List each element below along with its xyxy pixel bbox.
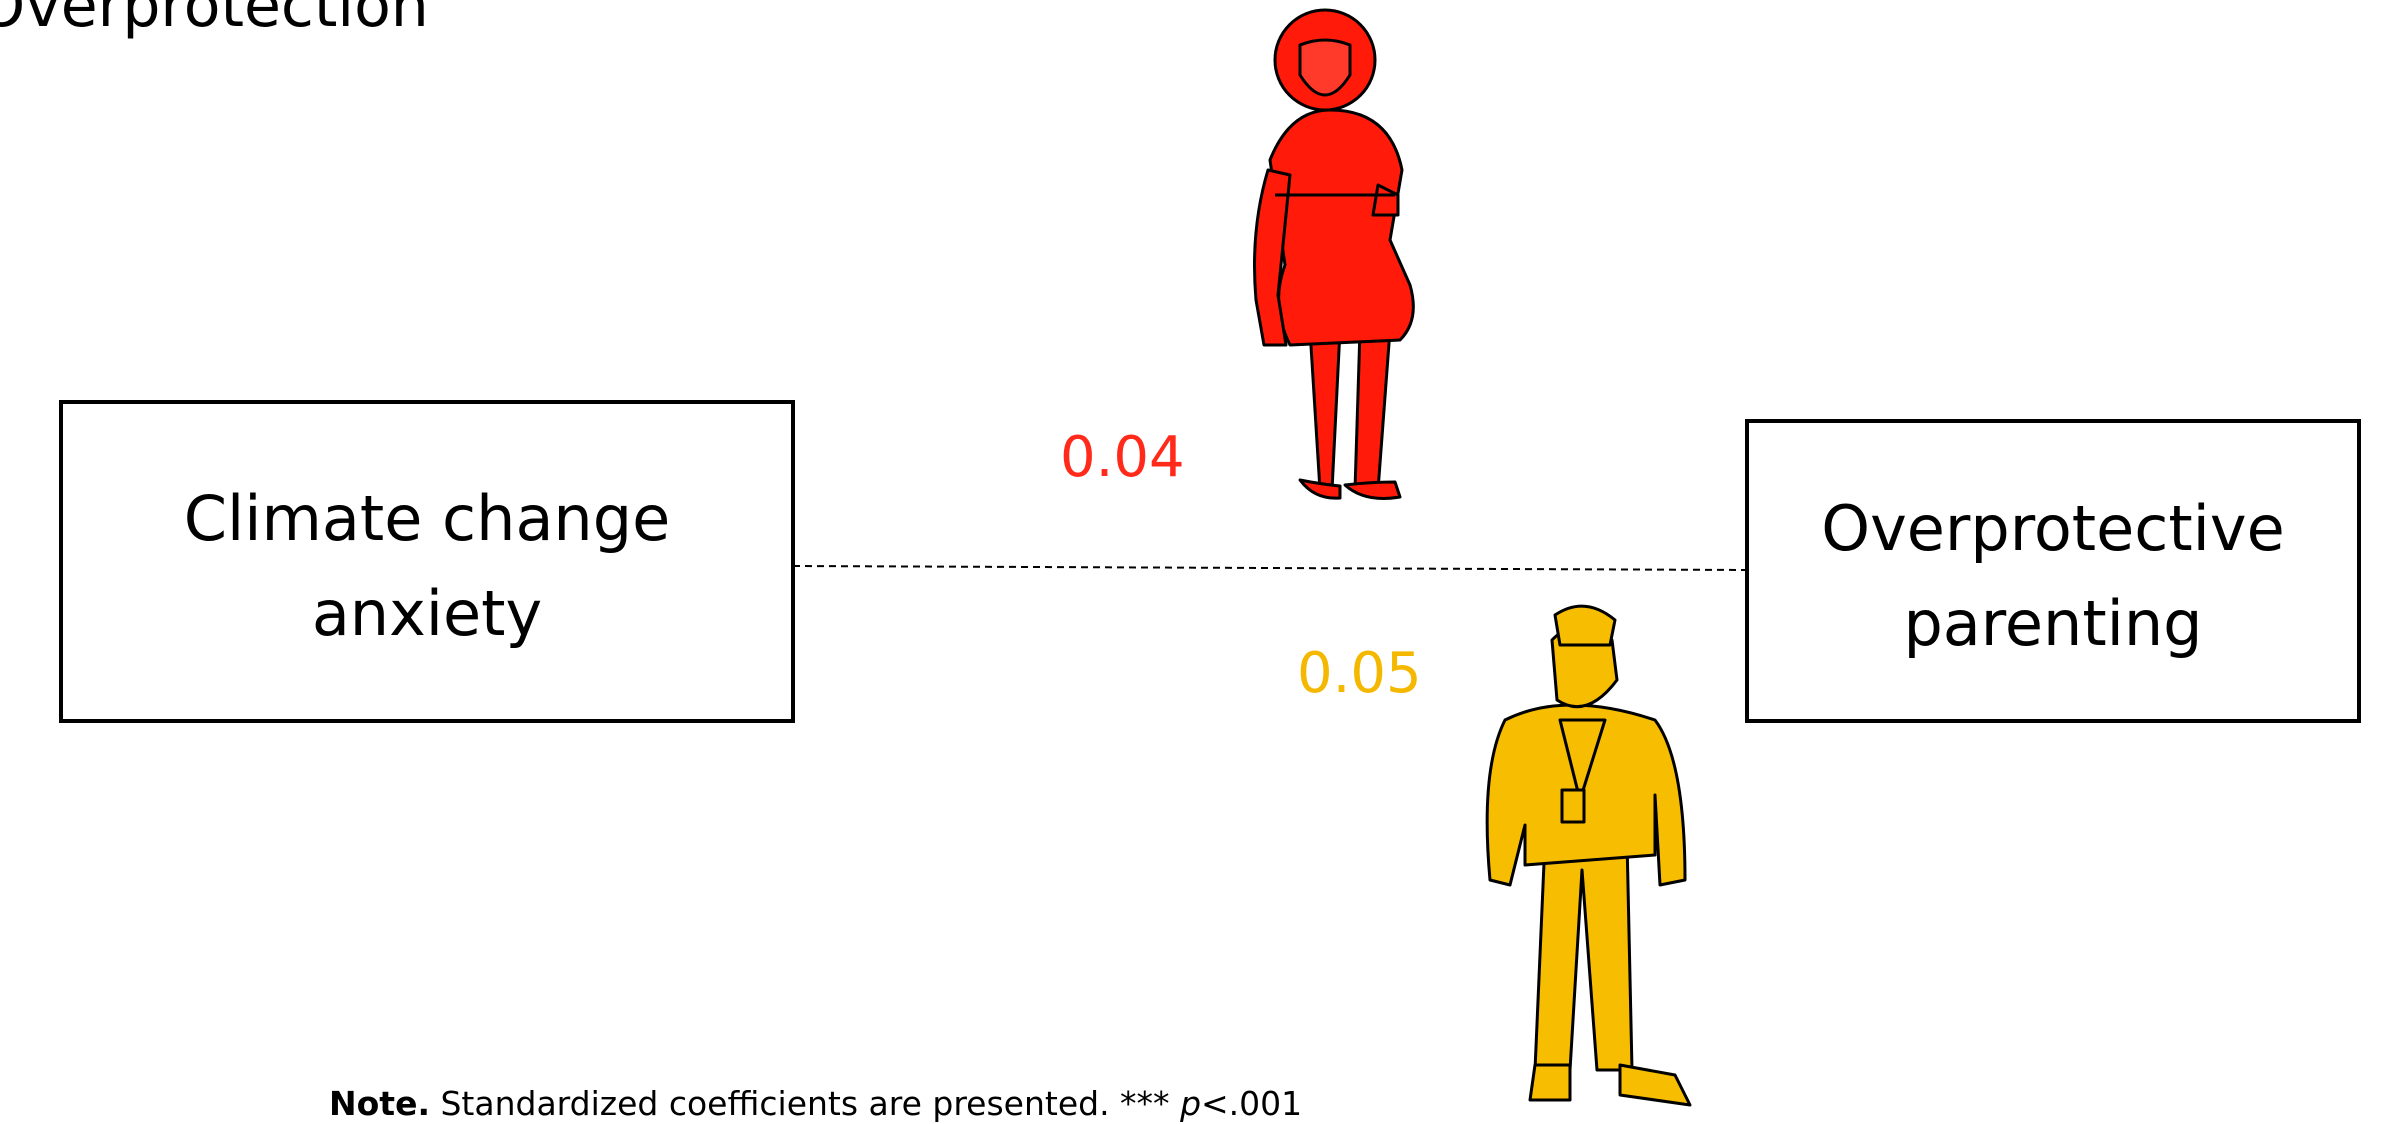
- note-text: Standardized coefficients are presented.…: [440, 1084, 1180, 1123]
- node-label: anxiety: [312, 577, 542, 650]
- note: Note. Standardized coefficients are pres…: [329, 1084, 1302, 1123]
- node-label: Overprotective: [1821, 492, 2284, 565]
- edge-label: 0.05: [1297, 641, 1422, 706]
- woman-figure: [1253, 8, 1415, 500]
- node-label: parenting: [1903, 587, 2202, 660]
- node-box: [1745, 419, 2361, 723]
- note-text: [430, 1084, 441, 1123]
- edge-label: 0.04: [1060, 425, 1185, 490]
- node-box: [59, 400, 795, 723]
- note-p: p: [1179, 1084, 1201, 1123]
- man-figure: [1485, 604, 1692, 1107]
- note-label: Note.: [329, 1084, 430, 1123]
- edge: [792, 565, 1748, 571]
- note-rest: <.001: [1201, 1084, 1302, 1123]
- title: Overprotection: [0, 0, 429, 41]
- node-label: Climate change: [184, 482, 670, 555]
